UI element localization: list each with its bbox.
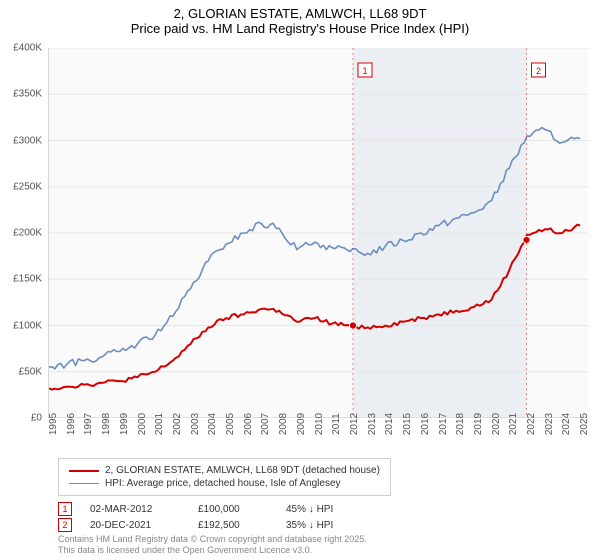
y-tick: £350K	[13, 89, 42, 100]
x-tick: 2004	[207, 413, 218, 435]
y-tick: £50K	[19, 366, 42, 377]
x-tick: 2022	[526, 413, 537, 435]
legend: 2, GLORIAN ESTATE, AMLWCH, LL68 9DT (det…	[58, 458, 391, 496]
chart-area: 12	[48, 48, 588, 418]
legend-label: 2, GLORIAN ESTATE, AMLWCH, LL68 9DT (det…	[105, 465, 380, 476]
y-tick: £200K	[13, 228, 42, 239]
svg-text:1: 1	[362, 66, 367, 76]
legend-row: 2, GLORIAN ESTATE, AMLWCH, LL68 9DT (det…	[69, 465, 380, 476]
y-tick: £100K	[13, 320, 42, 331]
x-tick: 2010	[314, 413, 325, 435]
x-tick: 2018	[455, 413, 466, 435]
x-tick: 2012	[349, 413, 360, 435]
y-tick: £250K	[13, 181, 42, 192]
price-date: 20-DEC-2021	[90, 520, 180, 531]
price-row: 2 20-DEC-2021 £192,500 35% ↓ HPI	[58, 518, 366, 532]
price-value: £192,500	[198, 520, 268, 531]
x-tick: 2023	[544, 413, 555, 435]
title-block: 2, GLORIAN ESTATE, AMLWCH, LL68 9DT Pric…	[0, 0, 600, 38]
x-tick: 2016	[420, 413, 431, 435]
x-tick: 2007	[260, 413, 271, 435]
x-tick: 2014	[384, 413, 395, 435]
price-row: 1 02-MAR-2012 £100,000 45% ↓ HPI	[58, 502, 366, 516]
y-tick: £150K	[13, 274, 42, 285]
price-pct: 35% ↓ HPI	[286, 520, 366, 531]
x-tick: 2013	[367, 413, 378, 435]
price-value: £100,000	[198, 504, 268, 515]
title-line1: 2, GLORIAN ESTATE, AMLWCH, LL68 9DT	[0, 6, 600, 21]
price-pct: 45% ↓ HPI	[286, 504, 366, 515]
x-tick: 2000	[137, 413, 148, 435]
x-tick: 2006	[243, 413, 254, 435]
x-tick: 1999	[119, 413, 130, 435]
x-tick: 1997	[83, 413, 94, 435]
x-tick: 2005	[225, 413, 236, 435]
svg-text:2: 2	[536, 66, 541, 76]
price-date: 02-MAR-2012	[90, 504, 180, 515]
y-tick: £400K	[13, 43, 42, 54]
x-tick: 2011	[331, 413, 342, 435]
y-tick: £0	[31, 413, 42, 424]
footer-line1: Contains HM Land Registry data © Crown c…	[58, 534, 367, 545]
x-tick: 2024	[561, 413, 572, 435]
x-tick: 2019	[473, 413, 484, 435]
y-tick: £300K	[13, 135, 42, 146]
legend-swatch	[69, 470, 99, 472]
footer-line2: This data is licensed under the Open Gov…	[58, 545, 367, 556]
x-tick: 2025	[579, 413, 590, 435]
y-axis: £0£50K£100K£150K£200K£250K£300K£350K£400…	[0, 48, 46, 418]
legend-row: HPI: Average price, detached house, Isle…	[69, 478, 380, 489]
marker-badge: 2	[58, 518, 72, 532]
x-tick: 1998	[101, 413, 112, 435]
x-tick: 1996	[66, 413, 77, 435]
x-tick: 1995	[48, 413, 59, 435]
title-line2: Price paid vs. HM Land Registry's House …	[0, 21, 600, 36]
x-tick: 2021	[508, 413, 519, 435]
x-tick: 2020	[491, 413, 502, 435]
x-axis: 1995199619971998199920002001200220032004…	[48, 420, 588, 460]
x-tick: 2003	[190, 413, 201, 435]
x-tick: 2008	[278, 413, 289, 435]
x-tick: 2001	[154, 413, 165, 435]
x-tick: 2002	[172, 413, 183, 435]
x-tick: 2017	[438, 413, 449, 435]
footer-note: Contains HM Land Registry data © Crown c…	[58, 534, 367, 556]
price-rows: 1 02-MAR-2012 £100,000 45% ↓ HPI 2 20-DEC-202…	[58, 500, 366, 534]
chart-container: 2, GLORIAN ESTATE, AMLWCH, LL68 9DT Pric…	[0, 0, 600, 560]
x-tick: 2009	[296, 413, 307, 435]
x-tick: 2015	[402, 413, 413, 435]
legend-swatch	[69, 483, 99, 485]
marker-badge: 1	[58, 502, 72, 516]
chart-svg: 12	[49, 48, 589, 418]
legend-label: HPI: Average price, detached house, Isle…	[105, 478, 341, 489]
